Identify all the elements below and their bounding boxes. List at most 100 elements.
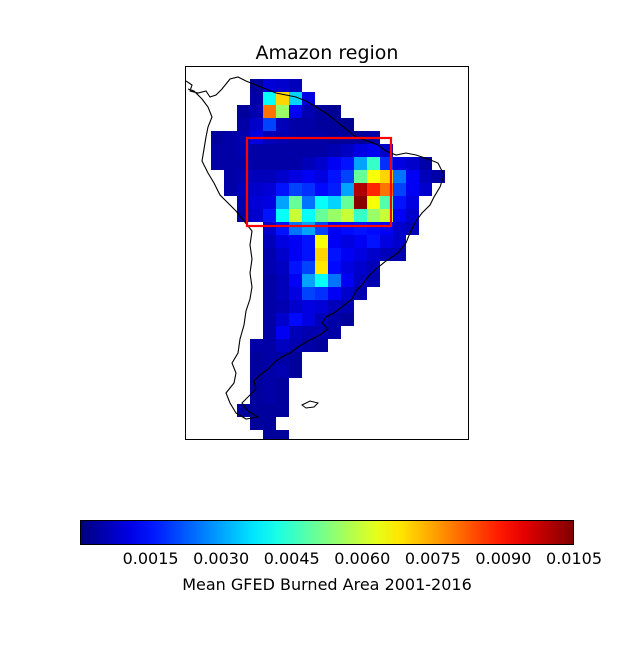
grid-cell xyxy=(289,300,302,313)
grid-cell xyxy=(380,248,393,261)
grid-cell xyxy=(315,196,328,209)
grid-cell xyxy=(263,404,276,417)
grid-cell xyxy=(237,118,250,131)
grid-cell xyxy=(276,339,289,352)
grid-cell xyxy=(302,118,315,131)
grid-cell xyxy=(328,144,341,157)
grid-cell xyxy=(289,196,302,209)
grid-cell xyxy=(393,183,406,196)
grid-cell xyxy=(276,430,289,439)
colorbar-label: Mean GFED Burned Area 2001-2016 xyxy=(182,575,472,594)
grid-cell xyxy=(367,209,380,222)
grid-cell xyxy=(315,313,328,326)
grid-cell xyxy=(354,157,367,170)
grid-cell xyxy=(328,118,341,131)
grid-cell xyxy=(341,274,354,287)
grid-cell xyxy=(250,339,263,352)
grid-cell xyxy=(393,209,406,222)
grid-cell xyxy=(328,196,341,209)
grid-cell xyxy=(250,391,263,404)
grid-cell xyxy=(276,196,289,209)
grid-cell xyxy=(341,235,354,248)
grid-cell xyxy=(341,118,354,131)
grid-cell xyxy=(315,157,328,170)
grid-cell xyxy=(250,144,263,157)
map-title: Amazon region xyxy=(255,42,399,64)
grid-cell xyxy=(263,170,276,183)
grid-cell xyxy=(367,157,380,170)
colorbar-tick-label: 0.0030 xyxy=(193,549,250,568)
grid-cell xyxy=(263,105,276,118)
grid-cell xyxy=(263,92,276,105)
grid-cell xyxy=(250,92,263,105)
grid-cell xyxy=(328,261,341,274)
grid-cell xyxy=(289,274,302,287)
map-panel xyxy=(185,66,469,440)
grid-cell xyxy=(276,79,289,92)
grid-cell xyxy=(263,300,276,313)
grid-cell xyxy=(341,157,354,170)
grid-cell xyxy=(276,105,289,118)
grid-cell xyxy=(354,196,367,209)
grid-cell xyxy=(406,196,419,209)
grid-cell xyxy=(406,157,419,170)
grid-cell xyxy=(302,196,315,209)
grid-cell xyxy=(367,248,380,261)
grid-cell xyxy=(328,313,341,326)
grid-cell xyxy=(276,144,289,157)
grid-cell xyxy=(276,313,289,326)
grid-cell xyxy=(263,248,276,261)
grid-cell xyxy=(302,170,315,183)
grid-cell xyxy=(315,235,328,248)
grid-cell xyxy=(341,209,354,222)
grid-cell xyxy=(367,274,380,287)
grid-cell xyxy=(289,92,302,105)
grid-cell xyxy=(224,157,237,170)
grid-cell xyxy=(419,157,432,170)
grid-cell xyxy=(380,144,393,157)
amazon-region-box xyxy=(245,136,393,228)
grid-cell xyxy=(315,222,328,235)
grid-cell xyxy=(341,222,354,235)
grid-cell xyxy=(328,287,341,300)
grid-cell xyxy=(276,222,289,235)
grid-cell xyxy=(354,248,367,261)
grid-cell xyxy=(302,222,315,235)
grid-cell xyxy=(341,287,354,300)
grid-cell xyxy=(211,131,224,144)
grid-cell xyxy=(354,287,367,300)
grid-cell xyxy=(380,170,393,183)
grid-cell xyxy=(367,235,380,248)
grid-cell xyxy=(263,157,276,170)
grid-cell xyxy=(289,144,302,157)
grid-cell xyxy=(224,131,237,144)
grid-cell xyxy=(367,261,380,274)
grid-cell xyxy=(367,170,380,183)
grid-cell xyxy=(224,170,237,183)
grid-cell xyxy=(211,144,224,157)
colorbar-tick-label: 0.0015 xyxy=(122,549,179,568)
grid-cell xyxy=(328,209,341,222)
grid-cell xyxy=(302,313,315,326)
grid-cell xyxy=(237,105,250,118)
grid-cell xyxy=(302,105,315,118)
grid-cell xyxy=(380,183,393,196)
grid-cell xyxy=(250,378,263,391)
grid-cell xyxy=(289,209,302,222)
grid-cell xyxy=(224,144,237,157)
grid-cell xyxy=(354,170,367,183)
grid-cell xyxy=(302,183,315,196)
grid-cell xyxy=(289,339,302,352)
grid-cell xyxy=(276,248,289,261)
grid-cell xyxy=(302,209,315,222)
grid-cell xyxy=(328,183,341,196)
grid-cell xyxy=(250,170,263,183)
grid-cell xyxy=(302,274,315,287)
grid-cell xyxy=(276,235,289,248)
grid-cell xyxy=(250,365,263,378)
grid-cell xyxy=(302,300,315,313)
grid-cell xyxy=(276,170,289,183)
grid-cell xyxy=(289,248,302,261)
map-canvas xyxy=(186,76,445,439)
grid-cell xyxy=(380,196,393,209)
